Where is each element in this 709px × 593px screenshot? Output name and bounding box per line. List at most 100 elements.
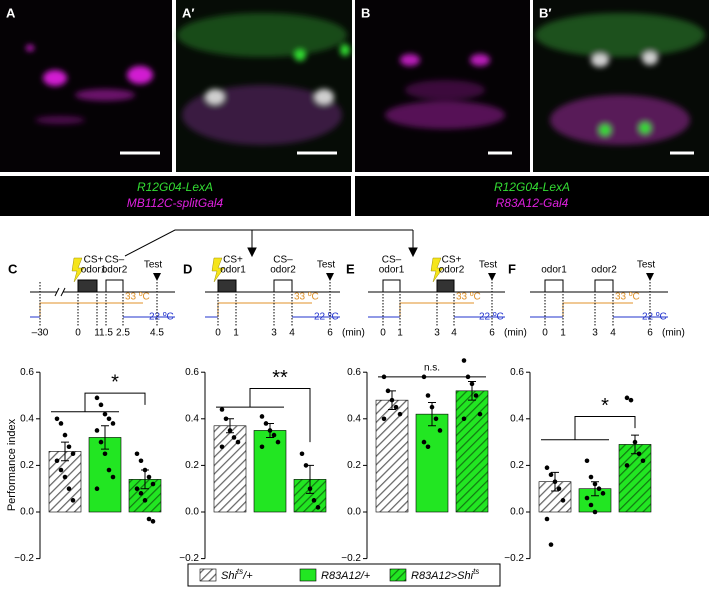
time-label: 4 [610, 328, 616, 339]
time-unit: (min) [504, 328, 527, 339]
data-point [397, 411, 403, 417]
data-point [267, 428, 273, 433]
data-point [146, 474, 152, 480]
data-point [142, 467, 148, 473]
genotype-label: R83A12-Gal4 [496, 196, 569, 210]
data-point [150, 481, 156, 487]
bar [415, 413, 449, 513]
time-label: 0 [380, 328, 386, 339]
data-point [138, 491, 144, 496]
data-point [640, 458, 646, 464]
data-point [437, 428, 443, 433]
y-tick-label: 0.2 [347, 460, 361, 471]
y-tick-label: 0.2 [185, 460, 199, 471]
legend-swatch [199, 568, 217, 582]
time-label: 4 [451, 328, 457, 339]
data-point [146, 516, 152, 522]
y-tick-label: 0.6 [510, 367, 524, 378]
data-point [134, 451, 140, 457]
data-point [66, 486, 72, 492]
data-point [461, 358, 467, 363]
y-tick-label: 0.4 [510, 413, 524, 424]
time-label: 1 [233, 328, 239, 339]
odor-box [273, 279, 293, 293]
cs-label: CS– [382, 255, 402, 266]
odor-label: odor2 [591, 265, 617, 276]
cs-label: CS+ [84, 255, 104, 266]
odor-box [105, 279, 124, 293]
legend-box [187, 563, 501, 587]
panel-letter: B′ [539, 5, 552, 20]
y-axis-title: Performance index [6, 418, 18, 511]
legend-label-part: ts [237, 567, 243, 576]
panel-letter: F [508, 261, 516, 276]
bar [88, 437, 122, 513]
bar [618, 444, 652, 513]
data-point [592, 481, 598, 487]
time-label: 0 [75, 328, 81, 339]
y-tick-label: −0.2 [504, 553, 524, 564]
legend-label-part: ts [473, 567, 479, 576]
data-point [311, 498, 317, 503]
data-point [588, 474, 594, 480]
data-point [596, 486, 602, 492]
time-label: 3 [271, 328, 277, 339]
legend-swatch [299, 568, 317, 582]
data-point [592, 509, 598, 515]
sig-bracket [541, 415, 636, 441]
data-point [134, 486, 140, 492]
y-tick-label: 0.2 [20, 460, 34, 471]
panel-letter: E [346, 261, 355, 276]
temp-low-label: 22 ºC [314, 312, 339, 323]
data-point [102, 451, 108, 457]
test-label: Test [144, 260, 163, 271]
odor-box [382, 279, 401, 293]
data-point [110, 421, 116, 426]
y-tick-label: 0.0 [510, 507, 524, 518]
data-point [98, 402, 104, 408]
y-tick-label: 0.6 [20, 367, 34, 378]
test-arrow [646, 273, 654, 281]
odor-label: odor2 [439, 265, 465, 276]
time-label: 6 [647, 328, 653, 339]
time-label: 3 [434, 328, 440, 339]
data-point [556, 486, 562, 492]
data-point [385, 388, 391, 394]
temp-low-label: 22 ºC [149, 312, 174, 323]
time-unit: (min) [342, 328, 365, 339]
shock-icon [71, 257, 85, 283]
test-arrow [153, 273, 161, 281]
data-point [66, 444, 72, 450]
test-label: Test [479, 260, 498, 271]
data-point [552, 479, 558, 485]
data-point [102, 411, 108, 417]
data-point [544, 465, 550, 471]
temp-low-label: 22 ºC [642, 312, 667, 323]
y-tick-label: 0.4 [20, 413, 34, 424]
time-label: 4 [289, 328, 295, 339]
shock-icon [211, 257, 225, 283]
time-label: 4.5 [150, 328, 164, 339]
data-point [433, 416, 439, 422]
data-point [381, 416, 387, 422]
error-bar [61, 441, 69, 462]
time-label: 0 [542, 328, 548, 339]
sig-label: * [111, 371, 119, 393]
data-point [150, 519, 156, 524]
panel-letter: D [183, 261, 192, 276]
time-unit: (min) [662, 328, 685, 339]
data-point [219, 407, 225, 412]
panel-letter: C [8, 261, 18, 276]
data-point [62, 432, 68, 438]
time-label: 6 [327, 328, 333, 339]
genotype-box [0, 176, 351, 216]
panel-letter: A [6, 5, 16, 20]
data-point [560, 498, 566, 503]
temp-high-label: 33 ºC [456, 292, 481, 303]
data-point [473, 393, 479, 398]
data-point [259, 414, 265, 419]
cs-label: CS– [105, 255, 125, 266]
time-label: –30 [32, 328, 49, 339]
data-point [477, 411, 483, 417]
odor-label: odor1 [220, 265, 246, 276]
